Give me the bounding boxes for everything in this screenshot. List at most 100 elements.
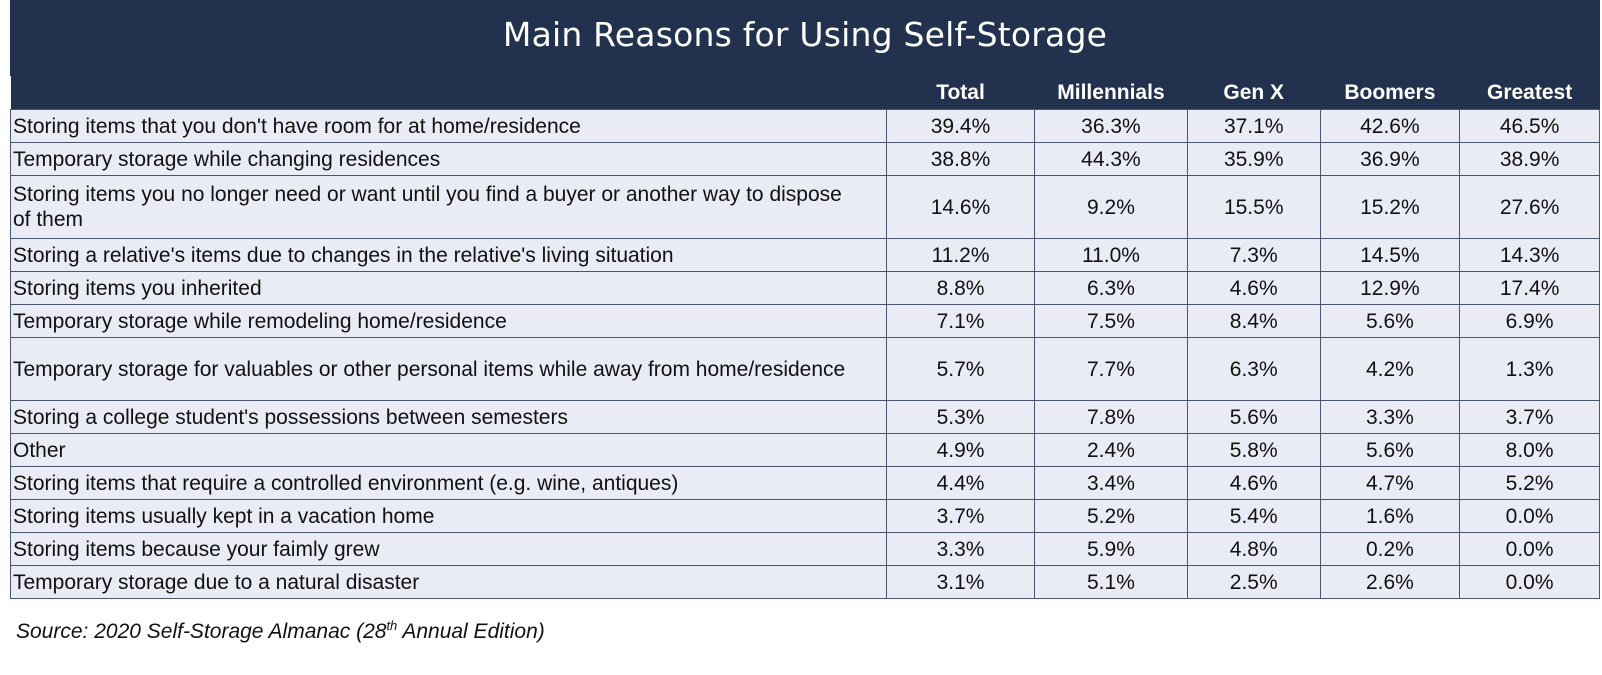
row-label: Temporary storage due to a natural disas… — [9, 565, 888, 599]
cell-millennials: 11.0% — [1033, 238, 1188, 272]
column-header-gen-x: Gen X — [1187, 76, 1321, 110]
title-bar: Main Reasons for Using Self-Storage — [10, 0, 1600, 76]
storage-reasons-table-sheet: Main Reasons for Using Self-Storage Tota… — [9, 0, 1600, 599]
cell-boomers: 42.6% — [1319, 109, 1461, 143]
row-label: Temporary storage for valuables or other… — [9, 337, 888, 401]
cell-greatest: 8.0% — [1459, 433, 1600, 467]
cell-gen-x: 37.1% — [1186, 109, 1321, 143]
cell-total: 3.7% — [886, 499, 1035, 533]
cell-gen-x: 2.5% — [1186, 565, 1321, 599]
cell-millennials: 7.8% — [1033, 400, 1188, 434]
cell-greatest: 38.9% — [1459, 142, 1600, 176]
row-label: Storing items that require a controlled … — [9, 466, 888, 500]
table-row: Storing items that require a controlled … — [9, 466, 1600, 500]
cell-millennials: 7.7% — [1033, 337, 1188, 401]
cell-millennials: 36.3% — [1033, 109, 1188, 143]
cell-boomers: 5.6% — [1319, 304, 1461, 338]
cell-total: 3.3% — [886, 532, 1035, 566]
source-superscript: th — [386, 618, 398, 633]
column-header-total: Total — [886, 76, 1035, 110]
cell-greatest: 46.5% — [1459, 109, 1600, 143]
cell-total: 5.3% — [886, 400, 1035, 434]
cell-gen-x: 4.6% — [1186, 466, 1321, 500]
cell-millennials: 44.3% — [1033, 142, 1188, 176]
table-row: Storing items that you don't have room f… — [9, 109, 1600, 143]
cell-boomers: 36.9% — [1319, 142, 1461, 176]
cell-total: 11.2% — [886, 238, 1035, 272]
row-label: Temporary storage while changing residen… — [9, 142, 888, 176]
cell-gen-x: 7.3% — [1186, 238, 1321, 272]
cell-greatest: 17.4% — [1459, 271, 1600, 305]
cell-gen-x: 5.4% — [1186, 499, 1321, 533]
row-label: Other — [9, 433, 888, 467]
table-row: Other 4.9% 2.4% 5.8% 5.6% 8.0% — [9, 433, 1600, 467]
row-label: Storing a college student's possessions … — [9, 400, 888, 434]
source-suffix: Annual Edition) — [397, 620, 545, 643]
table-row: Storing items because your faimly grew 3.… — [9, 532, 1600, 566]
cell-total: 38.8% — [886, 142, 1035, 176]
row-label: Temporary storage while remodeling home/… — [9, 304, 888, 338]
cell-boomers: 12.9% — [1319, 271, 1461, 305]
cell-millennials: 5.9% — [1033, 532, 1188, 566]
cell-millennials: 7.5% — [1033, 304, 1188, 338]
cell-millennials: 2.4% — [1033, 433, 1188, 467]
row-label: Storing a relative's items due to change… — [9, 238, 888, 272]
cell-boomers: 4.2% — [1319, 337, 1461, 401]
cell-gen-x: 4.6% — [1186, 271, 1321, 305]
table-body: Storing items that you don't have room f… — [9, 109, 1600, 599]
cell-gen-x: 6.3% — [1186, 337, 1321, 401]
cell-gen-x: 8.4% — [1186, 304, 1321, 338]
cell-boomers: 5.6% — [1319, 433, 1461, 467]
column-header-label — [10, 76, 887, 110]
cell-total: 8.8% — [886, 271, 1035, 305]
cell-gen-x: 15.5% — [1186, 175, 1321, 239]
cell-total: 14.6% — [886, 175, 1035, 239]
row-label: Storing items because your faimly grew — [9, 532, 888, 566]
cell-boomers: 1.6% — [1319, 499, 1461, 533]
cell-boomers: 3.3% — [1319, 400, 1461, 434]
row-label: Storing items that you don't have room f… — [9, 109, 888, 143]
cell-greatest: 0.0% — [1459, 532, 1600, 566]
cell-boomers: 14.5% — [1319, 238, 1461, 272]
cell-millennials: 3.4% — [1033, 466, 1188, 500]
cell-greatest: 3.7% — [1459, 400, 1600, 434]
table-row: Storing items you no longer need or want… — [9, 175, 1600, 239]
cell-boomers: 0.2% — [1319, 532, 1461, 566]
table-row: Temporary storage due to a natural disas… — [9, 565, 1600, 599]
table-title: Main Reasons for Using Self-Storage — [502, 14, 1108, 54]
table-row: Storing a college student's possessions … — [9, 400, 1600, 434]
cell-total: 5.7% — [886, 337, 1035, 401]
cell-boomers: 2.6% — [1319, 565, 1461, 599]
column-header-millennials: Millennials — [1034, 76, 1188, 110]
cell-gen-x: 35.9% — [1186, 142, 1321, 176]
row-label: Storing items you no longer need or want… — [9, 175, 888, 239]
table-row: Storing a relative's items due to change… — [9, 238, 1600, 272]
table-row: Temporary storage for valuables or other… — [9, 337, 1600, 401]
cell-total: 4.9% — [886, 433, 1035, 467]
cell-gen-x: 5.8% — [1186, 433, 1321, 467]
column-header-boomers: Boomers — [1320, 76, 1460, 110]
cell-boomers: 4.7% — [1319, 466, 1461, 500]
cell-millennials: 9.2% — [1033, 175, 1188, 239]
cell-total: 3.1% — [886, 565, 1035, 599]
cell-millennials: 6.3% — [1033, 271, 1188, 305]
cell-millennials: 5.2% — [1033, 499, 1188, 533]
cell-total: 7.1% — [886, 304, 1035, 338]
cell-greatest: 6.9% — [1459, 304, 1600, 338]
column-header-greatest: Greatest — [1459, 76, 1600, 110]
table-row: Temporary storage while remodeling home/… — [9, 304, 1600, 338]
cell-greatest: 1.3% — [1459, 337, 1600, 401]
cell-gen-x: 4.8% — [1186, 532, 1321, 566]
cell-total: 4.4% — [886, 466, 1035, 500]
cell-greatest: 0.0% — [1459, 499, 1600, 533]
row-label: Storing items usually kept in a vacation… — [9, 499, 888, 533]
cell-greatest: 27.6% — [1459, 175, 1600, 239]
cell-greatest: 5.2% — [1459, 466, 1600, 500]
table-row: Storing items you inherited 8.8% 6.3% 4.6% 1… — [9, 271, 1600, 305]
table-row: Storing items usually kept in a vacation… — [9, 499, 1600, 533]
table-row: Temporary storage while changing residen… — [9, 142, 1600, 176]
header-row: Total Millennials Gen X Boomers Greatest — [10, 76, 1600, 110]
data-table: Total Millennials Gen X Boomers Greatest… — [9, 76, 1600, 599]
cell-gen-x: 5.6% — [1186, 400, 1321, 434]
cell-total: 39.4% — [886, 109, 1035, 143]
